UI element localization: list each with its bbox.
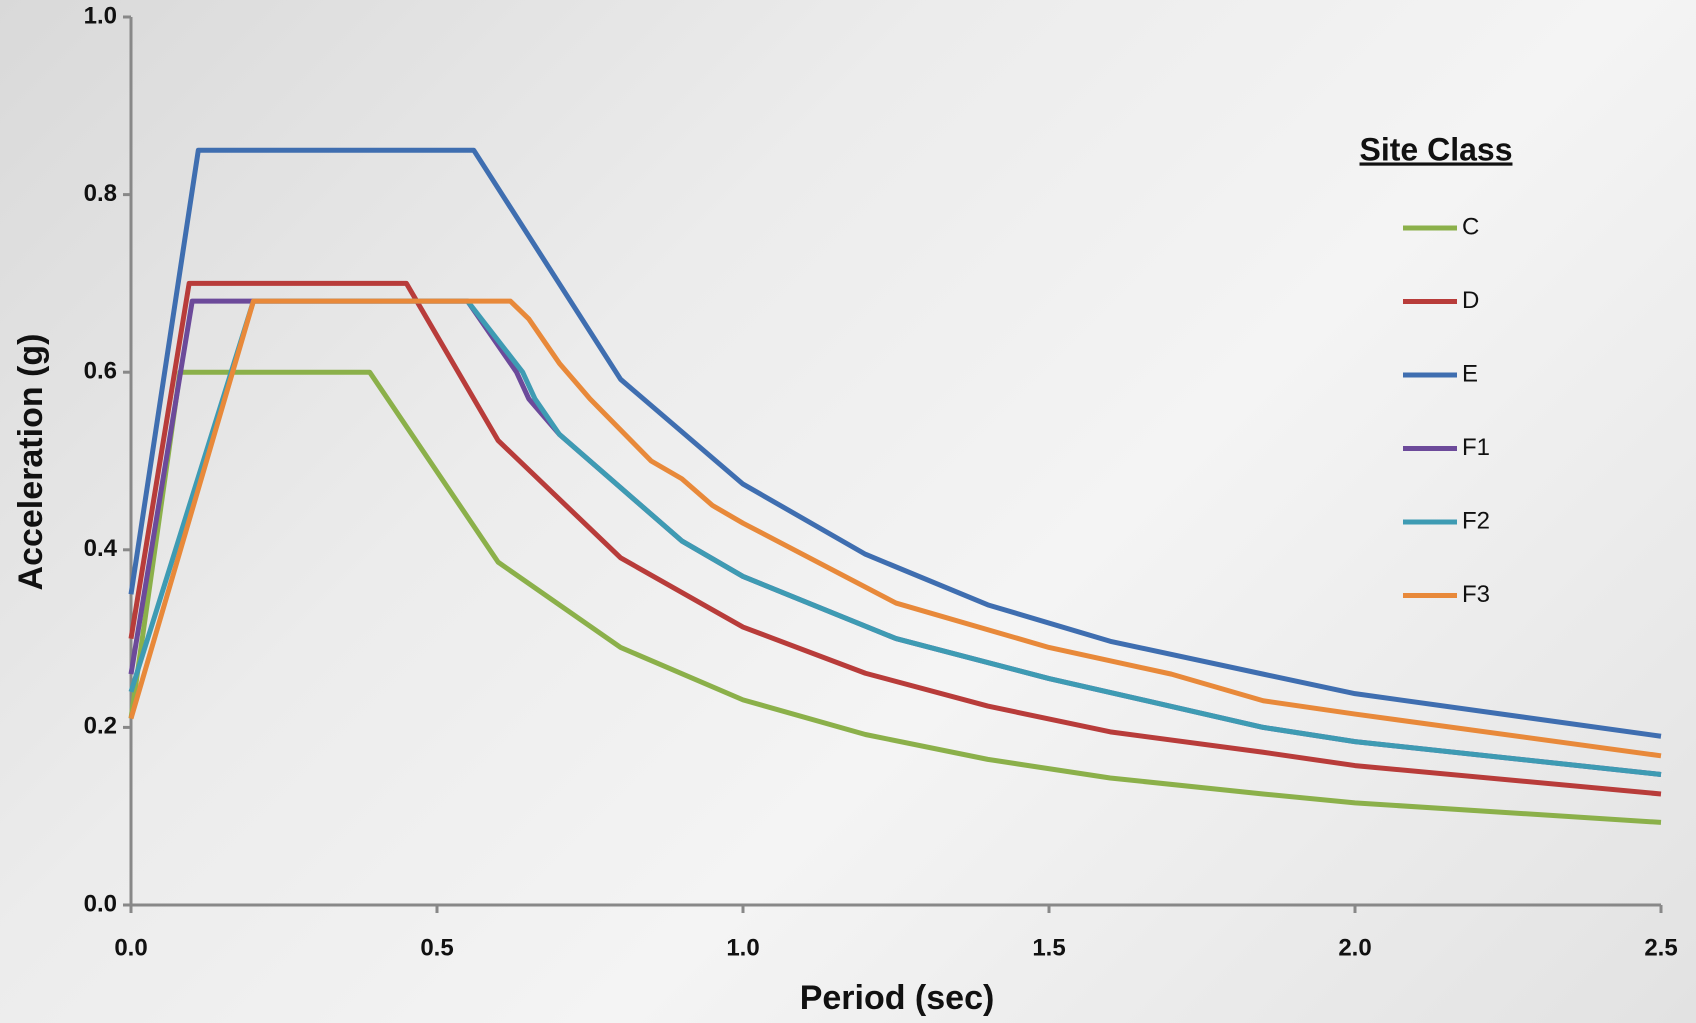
legend-label: F2 bbox=[1462, 507, 1490, 534]
x-tick-label: 2.0 bbox=[1338, 934, 1371, 961]
legend-title: Site Class bbox=[1360, 131, 1513, 167]
x-tick-label: 1.5 bbox=[1032, 934, 1065, 961]
legend-label: F1 bbox=[1462, 434, 1490, 461]
x-axis-title: Period (sec) bbox=[800, 979, 995, 1017]
legend-label: D bbox=[1462, 287, 1479, 314]
series-line bbox=[131, 283, 1661, 794]
legend-label: C bbox=[1462, 213, 1479, 240]
y-axis-title: Acceleration (g) bbox=[12, 334, 50, 591]
x-tick-label: 0.0 bbox=[114, 934, 147, 961]
y-tick-label: 1.0 bbox=[84, 2, 117, 29]
chart: Period (sec) Acceleration (g) Site Class… bbox=[0, 0, 1696, 1023]
legend-label: F3 bbox=[1462, 581, 1490, 608]
y-tick-label: 0.4 bbox=[84, 535, 118, 562]
x-tick-label: 1.0 bbox=[726, 934, 759, 961]
y-tick-label: 0.0 bbox=[84, 890, 117, 917]
legend-label: E bbox=[1462, 360, 1478, 387]
y-tick-label: 0.2 bbox=[84, 713, 117, 740]
y-tick-label: 0.8 bbox=[84, 180, 117, 207]
series-line bbox=[131, 150, 1661, 736]
series-line bbox=[131, 301, 1661, 756]
y-tick-label: 0.6 bbox=[84, 358, 117, 385]
x-tick-label: 2.5 bbox=[1644, 934, 1677, 961]
x-tick-label: 0.5 bbox=[420, 934, 453, 961]
